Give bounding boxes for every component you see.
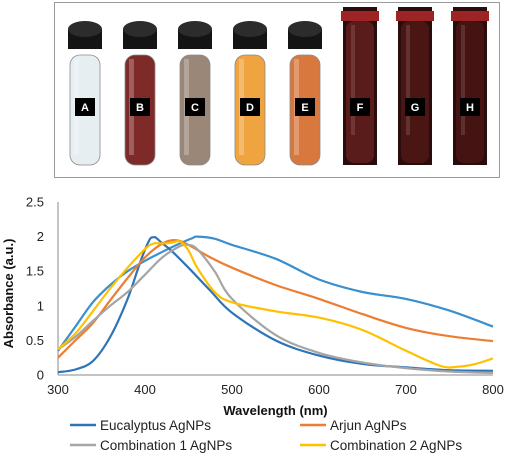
vial-f: F (341, 7, 379, 165)
legend-label: Eucalyptus AgNPs (100, 418, 211, 433)
vial-label-box (350, 98, 370, 116)
vial-h: H (451, 7, 489, 165)
vial-b: B (123, 21, 157, 166)
x-tick-label: 500 (221, 382, 243, 397)
vial-cap-top (233, 21, 267, 37)
series-line-eucalyptus-agnps (57, 235, 494, 374)
vial-glare (461, 25, 465, 135)
vial-liquid (346, 21, 374, 163)
vial-label: B (136, 102, 144, 114)
vial-liquid (401, 21, 429, 163)
vial-e: E (288, 21, 322, 166)
y-tick-label: 0 (37, 368, 44, 383)
y-tick-label: 2.5 (26, 195, 44, 210)
vial-label: H (466, 102, 474, 114)
vial-label-box (75, 98, 95, 116)
vial-liquid (456, 21, 484, 163)
vial-photo: A B C D E F G H (68, 7, 489, 166)
chart-ticks: 0 0.5 1 1.5 2 2.5 300 400 500 600 700 800 (26, 195, 504, 398)
y-tick-label: 2 (37, 229, 44, 244)
vial-glare (406, 25, 410, 135)
y-tick-label: 1.5 (26, 264, 44, 279)
chart-axes (57, 202, 493, 376)
vial-rim (451, 11, 489, 21)
vial-rim (396, 11, 434, 21)
vial-label-box (130, 98, 150, 116)
x-tick-label: 800 (482, 382, 504, 397)
y-tick-label: 0.5 (26, 333, 44, 348)
series-line-combination-1-agnps (57, 243, 494, 374)
x-tick-label: 300 (47, 382, 69, 397)
vial-label: C (191, 102, 199, 114)
vial-a: A (68, 21, 102, 166)
vial-label: E (301, 102, 308, 114)
y-axis-title: Absorbance (a.u.) (1, 239, 16, 349)
vial-c: C (178, 21, 212, 166)
legend-item: Combination 1 AgNPs (70, 438, 232, 453)
vial-cap-top (123, 21, 157, 37)
legend-label: Combination 2 AgNPs (330, 438, 462, 453)
chart-series (57, 235, 494, 374)
vial-label-box (460, 98, 480, 116)
vial-d: D (233, 21, 267, 166)
x-tick-label: 700 (395, 382, 417, 397)
vial-label-box (185, 98, 205, 116)
vial-label-box (405, 98, 425, 116)
vial-label: A (81, 102, 89, 114)
legend-label: Combination 1 AgNPs (100, 438, 232, 453)
vial-cap-top (178, 21, 212, 37)
x-tick-label: 400 (134, 382, 156, 397)
vial-g: G (396, 7, 434, 165)
vial-glare (351, 25, 355, 135)
x-axis-title: Wavelength (nm) (223, 403, 327, 418)
vial-label-box (240, 98, 260, 116)
series-line-unlabeled (57, 235, 494, 352)
legend-label: Arjun AgNPs (330, 418, 407, 433)
series-line-combination-2-agnps (57, 239, 494, 369)
vial-photo-panel: A B C D E F G H (54, 2, 500, 178)
vial-cap-top (68, 21, 102, 37)
x-tick-label: 600 (308, 382, 330, 397)
vial-label-box (295, 98, 315, 116)
chart-legend: Eucalyptus AgNPs Arjun AgNPs Combination 1… (70, 418, 462, 453)
legend-item: Arjun AgNPs (300, 418, 407, 433)
legend-item: Eucalyptus AgNPs (70, 418, 211, 433)
uv-vis-chart: 0 0.5 1 1.5 2 2.5 300 400 500 600 700 800 Wavelengt… (1, 195, 504, 454)
vial-label: F (357, 102, 364, 114)
vial-label: G (411, 102, 420, 114)
vial-rim (341, 11, 379, 21)
vial-label: D (246, 102, 254, 114)
vial-cap-top (288, 21, 322, 37)
y-tick-label: 1 (37, 298, 44, 313)
legend-item: Combination 2 AgNPs (300, 438, 462, 453)
